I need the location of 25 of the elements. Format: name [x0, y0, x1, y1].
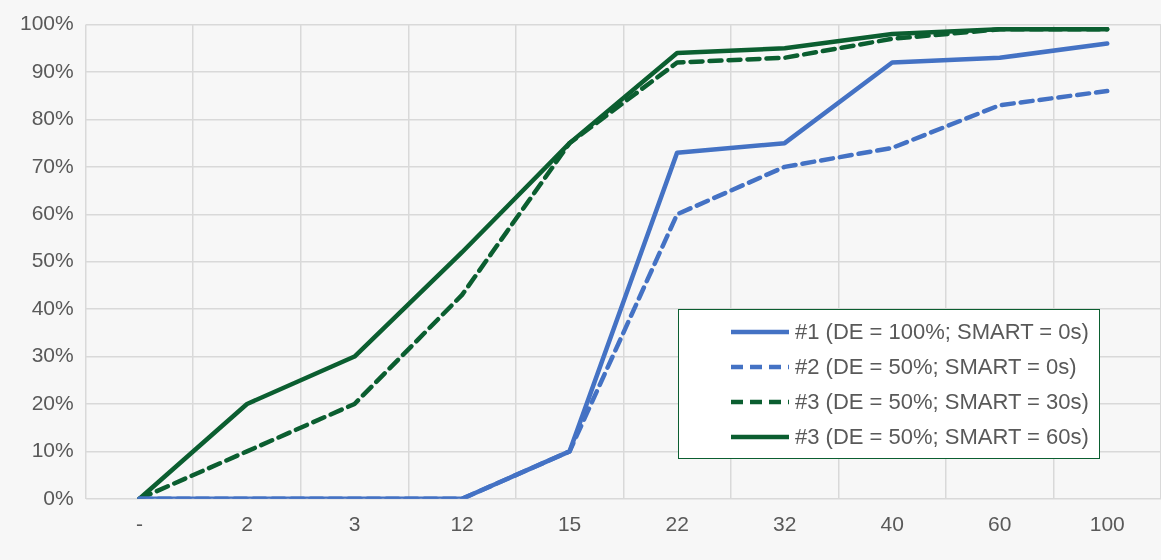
y-tick-label: 40% [31, 295, 74, 319]
x-tick-label: 100 [1089, 512, 1125, 536]
y-tick-label: 0% [43, 485, 74, 509]
x-tick-label: 60 [988, 512, 1012, 536]
x-tick-label: 15 [557, 512, 582, 536]
legend-label: #1 (DE = 100%; SMART = 0s) [795, 318, 1089, 345]
y-tick-label: 90% [31, 58, 74, 82]
legend-label: #2 (DE = 50%; SMART = 0s) [795, 353, 1077, 380]
x-tick-label: 3 [348, 512, 361, 536]
legend-label: #3 (DE = 50%; SMART = 60s) [795, 423, 1089, 450]
y-tick-label: 30% [31, 343, 74, 367]
y-tick-label: 100% [19, 11, 74, 35]
legend-label: #3 (DE = 50%; SMART = 30s) [795, 388, 1089, 415]
x-tick-label: 12 [450, 512, 474, 536]
x-tick-label: 32 [772, 512, 797, 536]
y-tick-label: 70% [31, 153, 74, 177]
x-tick-label: 22 [665, 512, 689, 536]
x-tick-label: 40 [880, 512, 904, 536]
y-tick-label: 80% [31, 106, 74, 130]
y-tick-label: 50% [31, 248, 74, 272]
y-tick-label: 10% [31, 438, 74, 462]
x-tick-label: 2 [241, 512, 253, 536]
y-tick-label: 20% [31, 390, 74, 414]
x-tick-label: - [135, 512, 143, 536]
y-tick-label: 60% [31, 201, 74, 225]
